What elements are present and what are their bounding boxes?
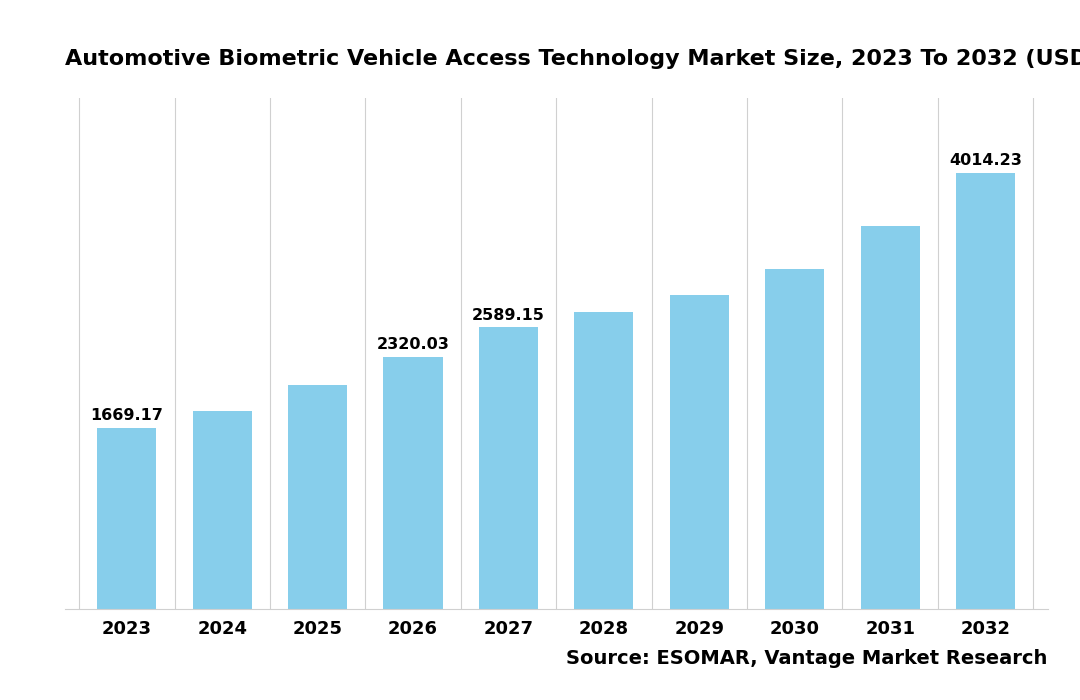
Text: 1669.17: 1669.17	[91, 408, 163, 424]
Text: Automotive Biometric Vehicle Access Technology Market Size, 2023 To 2032 (USD Mi: Automotive Biometric Vehicle Access Tech…	[65, 49, 1080, 69]
Bar	[288, 385, 348, 609]
Text: 2320.03: 2320.03	[377, 337, 449, 352]
Bar	[97, 428, 157, 609]
Bar	[670, 295, 729, 609]
Bar	[765, 269, 824, 609]
Bar	[956, 173, 1015, 609]
Text: 2589.15: 2589.15	[472, 308, 545, 323]
Bar	[383, 357, 443, 609]
Bar	[861, 226, 920, 609]
Bar	[192, 411, 252, 609]
Text: Source: ESOMAR, Vantage Market Research: Source: ESOMAR, Vantage Market Research	[566, 650, 1048, 668]
Text: 4014.23: 4014.23	[949, 153, 1022, 168]
Bar	[478, 328, 538, 609]
Bar	[575, 312, 634, 609]
